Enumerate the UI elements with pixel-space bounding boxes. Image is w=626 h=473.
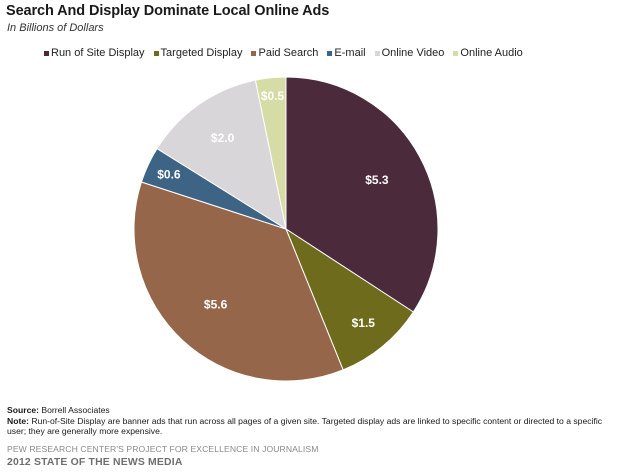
pie-data-label: $1.5 [352,316,376,330]
legend-label: Online Audio [460,47,523,59]
legend-item: Online Video [374,47,445,59]
legend-label: Paid Search [258,47,319,59]
pie-slice [254,76,287,230]
pie-data-label: $5.3 [365,173,389,187]
legend-item: E-mail [327,47,366,59]
source-text: Borrell Associates [39,405,110,415]
chart-subtitle: In Billions of Dollars [7,22,104,34]
legend-item: Online Audio [453,47,523,59]
legend-swatch [44,50,49,56]
note-line: Note: Run-of-Site Display are banner ads… [7,416,619,437]
legend-swatch [153,50,159,56]
pie-slice [133,181,344,382]
report-title: 2012 STATE OF THE NEWS MEDIA [7,457,183,468]
pie-data-labels: $5.3 $1.5 $5.6 $0.6 $2.0 $0.5 [157,89,389,330]
legend-label: E-mail [334,47,366,59]
chart-legend: Run of Site Display Targeted Display Paid … [44,46,523,60]
pie-slices [133,76,439,382]
chart-title: Search And Display Dominate Local Online… [6,3,330,19]
legend-label: Online Video [381,47,445,59]
pie-data-label: $0.6 [157,168,181,182]
organization-credit: PEW RESEARCH CENTER'S PROJECT FOR EXCELL… [7,444,319,454]
note-text: Run-of-Site Display are banner ads that … [7,415,603,437]
legend-item: Paid Search [251,47,318,59]
pie-data-label: $5.6 [204,298,228,312]
chart-footer: Source: Borrell Associates Note: Run-of-… [7,405,619,437]
legend-swatch [251,50,257,56]
pie-data-label: $0.5 [261,89,285,103]
source-line: Source: Borrell Associates [7,405,619,416]
pie-data-label: $2.0 [211,131,235,145]
legend-swatch [327,50,333,56]
legend-swatch [453,50,459,56]
pie-slice [156,79,287,231]
legend-item: Run of Site Display [44,47,145,59]
note-label: Note: [7,415,29,426]
legend-label: Run of Site Display [51,47,145,59]
pie-chart: $5.3 $1.5 $5.6 $0.6 $2.0 $0.5 [133,76,439,382]
legend-label: Targeted Display [160,47,243,59]
source-label: Source: [7,405,39,415]
legend-swatch [374,50,380,56]
pie-slice [284,227,415,371]
legend-item: Targeted Display [153,47,243,59]
